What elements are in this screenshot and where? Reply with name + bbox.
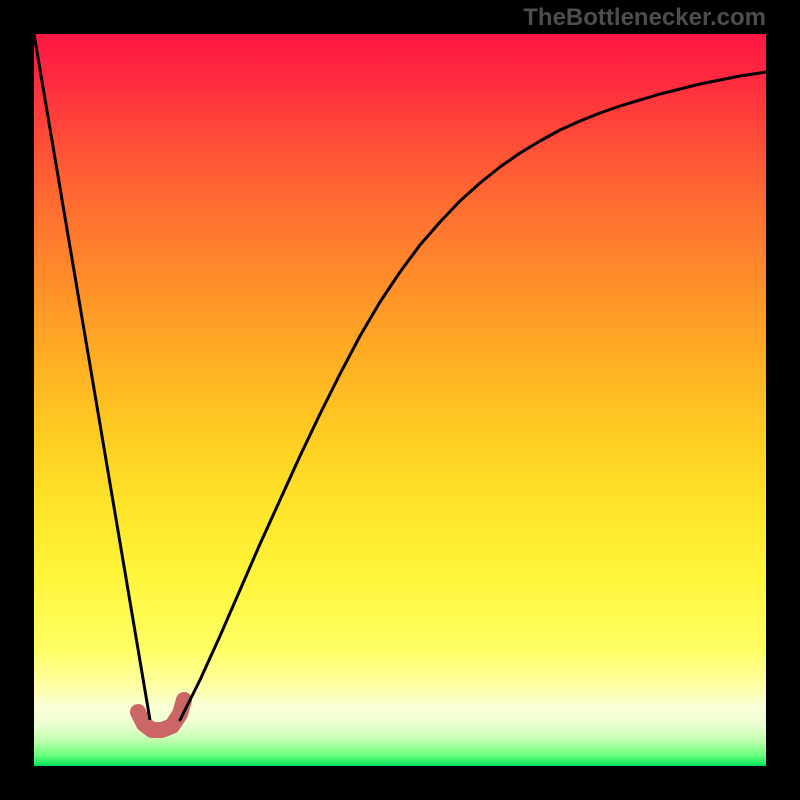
left-line	[34, 34, 150, 720]
watermark-text: TheBottlenecker.com	[523, 4, 766, 32]
chart-container: TheBottlenecker.com	[0, 0, 800, 800]
curves-layer	[0, 0, 800, 800]
main-curve	[180, 72, 766, 720]
highlight-hook	[138, 700, 184, 730]
